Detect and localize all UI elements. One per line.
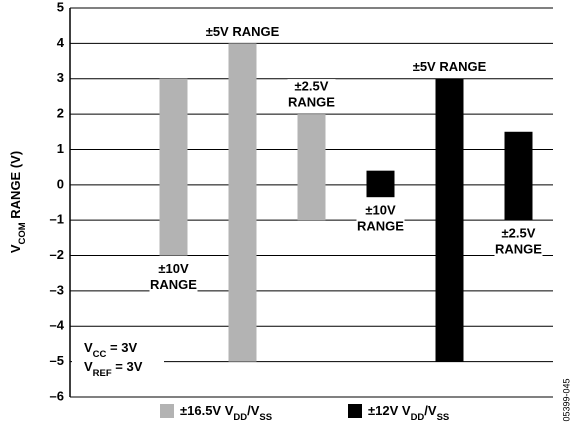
- range-label: RANGE: [357, 219, 404, 234]
- range-bar: [228, 43, 257, 362]
- range-label: ±2.5V: [502, 226, 536, 241]
- range-bar: [159, 78, 188, 256]
- label-background: [356, 203, 405, 236]
- range-bar: [366, 170, 395, 198]
- y-tick-label: 1: [57, 141, 64, 156]
- annotation: VCC = 3V: [84, 340, 137, 360]
- annotation: VREF = 3V: [84, 359, 143, 379]
- range-label: ±2.5V: [295, 79, 329, 94]
- legend-swatch: [348, 404, 362, 418]
- y-tick-label: –3: [50, 282, 64, 297]
- label-background: [149, 261, 198, 294]
- range-label: RANGE: [150, 277, 197, 292]
- y-tick-label: 4: [57, 35, 65, 50]
- range-label: RANGE: [495, 242, 542, 257]
- legend-swatch: [160, 404, 174, 418]
- range-bar: [297, 114, 326, 221]
- y-tick-label: 2: [57, 106, 64, 121]
- range-label: ±10V: [365, 203, 396, 218]
- range-label: ±5V RANGE: [206, 24, 280, 39]
- figure-id: 05399-045: [561, 378, 571, 421]
- y-tick-label: –6: [50, 388, 64, 403]
- label-background: [409, 59, 490, 76]
- label-background: [287, 79, 336, 112]
- y-tick-label: –4: [50, 318, 65, 333]
- y-tick-label: 5: [57, 0, 64, 14]
- range-label: RANGE: [288, 95, 335, 110]
- label-background: [202, 24, 283, 41]
- range-bar: [504, 131, 533, 221]
- range-label: ±10V: [158, 261, 189, 276]
- y-tick-label: 0: [57, 176, 64, 191]
- y-tick-label: –5: [50, 353, 64, 368]
- label-background: [494, 226, 543, 259]
- y-tick-label: 3: [57, 70, 64, 85]
- range-label: ±5V RANGE: [413, 59, 487, 74]
- y-tick-label: –2: [50, 247, 64, 262]
- y-axis-title: VCOM RANGE (V): [8, 151, 28, 253]
- legend-label: ±16.5V VDD/VSS: [180, 403, 272, 423]
- annotation-background: [72, 338, 164, 378]
- range-bar: [435, 78, 464, 362]
- y-tick-label: –1: [50, 212, 64, 227]
- legend-label: ±12V VDD/VSS: [368, 403, 449, 423]
